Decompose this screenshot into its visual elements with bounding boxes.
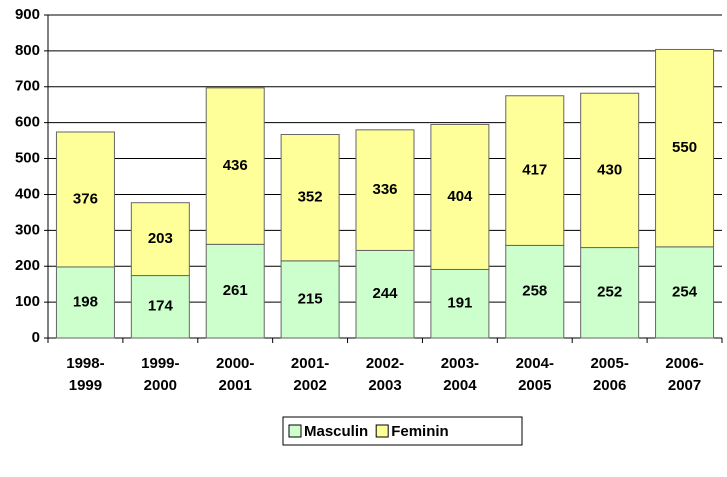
y-tick-label: 400 bbox=[15, 185, 40, 202]
bar-segment bbox=[655, 246, 715, 339]
data-label: 430 bbox=[597, 161, 622, 178]
data-label: 258 bbox=[522, 283, 547, 300]
bar-segment bbox=[205, 243, 265, 339]
y-tick-label: 300 bbox=[15, 221, 40, 238]
data-label: 198 bbox=[73, 293, 98, 310]
y-tick-label: 0 bbox=[32, 329, 40, 346]
y-tick-label: 700 bbox=[15, 78, 40, 95]
data-label: 417 bbox=[522, 162, 547, 179]
x-tick-label: 2005-2006 bbox=[590, 355, 629, 394]
y-tick-label: 800 bbox=[15, 42, 40, 59]
data-label: 436 bbox=[223, 157, 248, 174]
data-label: 215 bbox=[298, 290, 323, 307]
data-label: 376 bbox=[73, 190, 98, 207]
data-label: 254 bbox=[672, 283, 698, 300]
data-label: 352 bbox=[298, 189, 323, 206]
data-label: 244 bbox=[372, 285, 398, 302]
data-label: 336 bbox=[372, 181, 397, 198]
bar-segment bbox=[505, 95, 565, 246]
bar-segment bbox=[655, 48, 715, 248]
y-tick-label: 200 bbox=[15, 257, 40, 274]
x-tick-label: 2001-2002 bbox=[290, 355, 330, 394]
bar-segment bbox=[355, 129, 415, 251]
x-tick-label: 2004-2005 bbox=[515, 355, 554, 394]
bar-segment bbox=[355, 249, 415, 339]
y-tick-label: 100 bbox=[15, 293, 40, 310]
bar-segment bbox=[280, 134, 340, 262]
bar-segment bbox=[580, 92, 640, 249]
y-tick-label: 900 bbox=[15, 6, 40, 23]
y-tick-label: 600 bbox=[15, 114, 40, 131]
bar-segment bbox=[130, 202, 190, 277]
data-label: 174 bbox=[148, 298, 174, 315]
data-label: 404 bbox=[447, 188, 473, 205]
data-label: 203 bbox=[148, 230, 173, 247]
data-label: 261 bbox=[223, 282, 248, 299]
legend-label: Masculin bbox=[304, 423, 368, 440]
x-tick-label: 1999-2000 bbox=[141, 355, 180, 394]
y-tick-label: 500 bbox=[15, 150, 40, 167]
bar-segment bbox=[55, 266, 115, 339]
bar-segment bbox=[130, 275, 190, 339]
x-tick-label: 2002-2003 bbox=[365, 355, 405, 394]
legend-label: Feminin bbox=[391, 423, 449, 440]
bar-segment bbox=[580, 247, 640, 339]
bar-segment bbox=[505, 244, 565, 339]
legend-swatch bbox=[288, 424, 302, 438]
bar-segment bbox=[430, 268, 490, 339]
x-tick-label: 2003-2004 bbox=[440, 355, 480, 394]
data-label: 252 bbox=[597, 284, 622, 301]
bar-segment bbox=[280, 260, 340, 339]
data-label: 191 bbox=[447, 295, 472, 312]
x-tick-label: 2006-2007 bbox=[665, 355, 704, 394]
x-tick-label: 1998-1999 bbox=[66, 355, 105, 394]
legend-swatch bbox=[375, 424, 389, 438]
bar-segment bbox=[430, 123, 490, 270]
x-tick-label: 2000-2001 bbox=[216, 355, 255, 394]
data-label: 550 bbox=[672, 139, 697, 156]
bar-segment bbox=[205, 87, 265, 245]
bar-segment bbox=[55, 131, 115, 268]
legend-box bbox=[282, 416, 523, 446]
